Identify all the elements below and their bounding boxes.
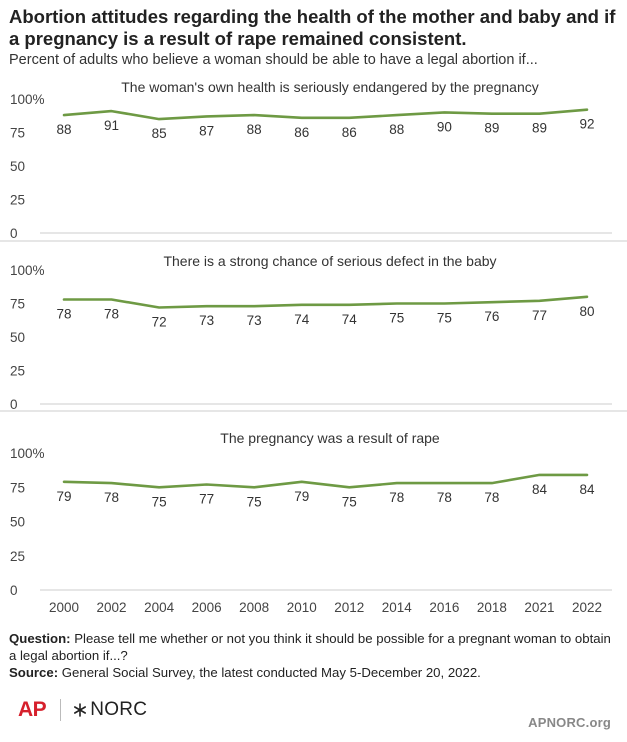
data-label: 77 [532,308,547,323]
data-label: 86 [294,125,309,140]
data-label: 79 [56,489,71,504]
x-tick-label: 2006 [192,600,222,615]
data-label: 89 [532,121,547,136]
data-label: 91 [104,118,119,133]
data-label: 84 [579,482,595,497]
x-tick-label: 2004 [144,600,175,615]
x-tick-label: 2002 [97,600,127,615]
panel-title: There is a strong chance of serious defe… [163,253,496,269]
question-text: Please tell me whether or not you think … [9,631,611,663]
panel-title: The pregnancy was a result of rape [220,430,440,446]
x-tick-label: 2021 [524,600,554,615]
source-text: General Social Survey, the latest conduc… [61,665,481,680]
data-label: 88 [389,122,404,137]
y-tick-label: 75 [10,297,25,312]
norc-logo-text: NORC [90,699,148,720]
y-tick-label: 0 [10,583,18,598]
data-label: 87 [199,123,214,138]
footer: Question: Please tell me whether or not … [9,630,621,681]
y-tick-label: 25 [10,549,25,564]
question-label: Question: [9,631,71,646]
data-label: 78 [484,490,499,505]
y-tick-label: 100% [10,446,45,461]
y-tick-label: 100% [10,92,45,107]
data-label: 76 [484,309,499,324]
data-label: 78 [104,306,119,321]
brand-logos: AP NORC [18,697,147,723]
data-label: 72 [152,315,167,330]
data-label: 75 [389,311,404,326]
y-tick-label: 0 [10,226,18,241]
data-label: 74 [342,312,358,327]
y-tick-label: 25 [10,364,25,379]
series-line [62,295,589,309]
header: Abortion attitudes regarding the health … [9,6,621,69]
panel-title: The woman's own health is seriously enda… [121,79,538,95]
x-tick-label: 2018 [477,600,507,615]
data-label: 73 [247,313,262,328]
x-tick-label: 2010 [287,600,317,615]
data-label: 78 [389,490,404,505]
chart-title: Abortion attitudes regarding the health … [9,6,616,49]
ap-logo: AP [18,698,47,721]
x-tick-label: 2014 [382,600,413,615]
x-tick-label: 2008 [239,600,269,615]
source-note: Source: General Social Survey, the lates… [9,664,621,681]
data-label: 92 [579,117,594,132]
data-label: 73 [199,313,214,328]
y-tick-label: 50 [10,515,25,530]
norc-star-icon [74,703,87,717]
chart-subtitle: Percent of adults who believe a woman sh… [9,52,538,68]
y-tick-label: 100% [10,263,45,278]
data-label: 89 [484,121,499,136]
logo-divider [60,699,62,721]
data-label: 78 [437,490,452,505]
data-label: 78 [56,306,71,321]
y-tick-label: 50 [10,159,25,174]
x-tick-label: 2012 [334,600,364,615]
chart-area: The woman's own health is seriously enda… [0,79,627,615]
x-tick-label: 2016 [429,600,459,615]
x-tick-label: 2000 [49,600,79,615]
data-label: 77 [199,492,214,507]
data-label: 88 [56,122,71,137]
y-tick-label: 25 [10,193,25,208]
x-tick-label: 2022 [572,600,602,615]
series-line [62,473,589,489]
data-label: 85 [152,126,167,141]
data-label: 90 [437,119,452,134]
data-label: 78 [104,490,119,505]
data-label: 74 [294,312,310,327]
data-label: 80 [579,304,594,319]
y-tick-label: 75 [10,126,25,141]
data-label: 75 [437,311,452,326]
data-label: 86 [342,125,357,140]
data-label: 84 [532,482,548,497]
norc-logo: NORC [73,699,147,721]
data-label: 75 [152,494,167,509]
data-label: 75 [247,494,262,509]
y-tick-label: 0 [10,397,18,412]
site-url: APNORC.org [528,715,611,730]
y-tick-label: 50 [10,330,25,345]
data-label: 75 [342,494,357,509]
question-note: Question: Please tell me whether or not … [9,630,621,664]
data-label: 79 [294,489,309,504]
data-label: 88 [247,122,262,137]
source-label: Source: [9,665,59,680]
y-tick-label: 75 [10,480,25,495]
series-line [62,108,589,121]
